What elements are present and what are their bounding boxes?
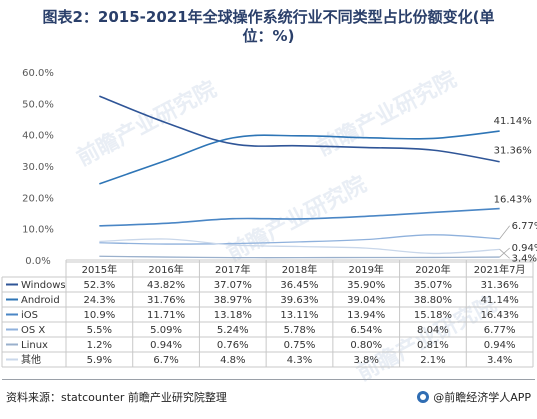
- table-cell: 5.5%: [87, 325, 112, 336]
- end-data-label: 6.77%: [512, 221, 537, 232]
- table-cell: 0.81%: [417, 340, 449, 351]
- y-tick-label: 10.0%: [22, 225, 54, 236]
- chart-title-line2: 位：%): [242, 27, 295, 45]
- table-cell: 37.07%: [214, 280, 252, 291]
- legend-series-name: OS X: [21, 325, 45, 336]
- table-cell: 3.8%: [354, 355, 379, 366]
- end-label-leader: [499, 249, 510, 259]
- x-tick-label: 2016年: [148, 263, 183, 276]
- series-line-2: [99, 130, 500, 185]
- x-tick-label: 2018年: [282, 263, 317, 276]
- table-cell: 5.9%: [87, 355, 112, 366]
- legend-series-name: Linux: [21, 340, 48, 351]
- legend-series-name: Android: [21, 295, 60, 306]
- source-note: 资料来源：statcounter 前瞻产业研究院整理: [6, 391, 227, 404]
- table-cell: 5.09%: [150, 325, 182, 336]
- y-tick-label: 40.0%: [22, 131, 54, 142]
- table-cell: 1.2%: [87, 340, 112, 351]
- legend-series-name: 其他: [21, 353, 41, 366]
- table-cell: 43.82%: [147, 280, 185, 291]
- table-cell: 11.71%: [147, 310, 185, 321]
- table-cell: 36.45%: [280, 280, 318, 291]
- series-line-1: [99, 95, 500, 163]
- table-cell: 35.90%: [347, 280, 385, 291]
- table-cell: 3.4%: [487, 355, 512, 366]
- y-tick-label: 50.0%: [22, 99, 54, 110]
- table-cell: 15.18%: [414, 310, 452, 321]
- legend-series-name: iOS: [21, 310, 38, 321]
- x-tick-label: 2020年: [415, 263, 450, 276]
- chart-title-line1: 图表2：2015-2021年全球操作系统行业不同类型占比份额变化(单: [42, 8, 495, 26]
- table-cell: 39.04%: [347, 295, 385, 306]
- table-cell: 52.3%: [83, 280, 115, 291]
- table-cell: 13.18%: [214, 310, 252, 321]
- table-cell: 0.76%: [217, 340, 249, 351]
- table-cell: 0.75%: [284, 340, 316, 351]
- table-cell: 39.63%: [280, 295, 318, 306]
- x-tick-label: 2015年: [82, 263, 117, 276]
- y-tick-label: 60.0%: [22, 68, 54, 79]
- end-label-leader: [499, 225, 510, 240]
- table-cell: 10.9%: [83, 310, 115, 321]
- table-cell: 0.94%: [150, 340, 182, 351]
- table-cell: 4.8%: [220, 355, 245, 366]
- brand-text: @前瞻经济学人APP: [433, 391, 531, 404]
- table-cell: 41.14%: [481, 295, 519, 306]
- footer-divider: [2, 379, 535, 380]
- table-cell: 13.11%: [280, 310, 318, 321]
- series-line-4: [99, 234, 500, 245]
- table-cell: 13.94%: [347, 310, 385, 321]
- table-cell: 5.78%: [284, 325, 316, 336]
- chart-title: 图表2：2015-2021年全球操作系统行业不同类型占比份额变化(单 位：%): [0, 8, 537, 46]
- table-cell: 35.07%: [414, 280, 452, 291]
- table-cell: 2.1%: [420, 355, 445, 366]
- y-tick-label: 30.0%: [22, 162, 54, 173]
- table-cell: 16.43%: [481, 310, 519, 321]
- table-cell: 0.94%: [484, 340, 516, 351]
- table-cell: 5.24%: [217, 325, 249, 336]
- table-cell: 4.3%: [287, 355, 312, 366]
- end-data-label: 16.43%: [494, 195, 532, 206]
- watermark-text: 前瞻产业研究院: [73, 76, 221, 171]
- table-cell: 8.04%: [417, 325, 449, 336]
- end-data-label: 31.36%: [494, 146, 532, 157]
- table-cell: 38.80%: [414, 295, 452, 306]
- table-cell: 38.97%: [214, 295, 252, 306]
- brand-logo-icon: [417, 391, 430, 403]
- y-tick-label: 0.0%: [25, 256, 50, 267]
- end-data-label: 0.94%: [512, 243, 537, 254]
- end-label-leader: [499, 247, 510, 258]
- x-tick-label: 2019年: [348, 263, 383, 276]
- table-cell: 0.80%: [350, 340, 382, 351]
- end-data-label: 41.14%: [494, 116, 532, 127]
- legend-series-name: Windows: [21, 280, 66, 291]
- end-data-label: 3.4%: [512, 253, 537, 264]
- x-tick-label: 2017年: [215, 263, 250, 276]
- series-line-6: [99, 238, 500, 255]
- x-tick-label: 2021年7月: [474, 263, 526, 276]
- table-cell: 31.76%: [147, 295, 185, 306]
- y-tick-label: 20.0%: [22, 193, 54, 204]
- table-cell: 31.36%: [481, 280, 519, 291]
- brand-credit: @前瞻经济学人APP: [417, 389, 531, 405]
- table-cell: 24.3%: [83, 295, 115, 306]
- table-cell: 6.77%: [484, 325, 516, 336]
- series-line-3: [99, 207, 500, 227]
- series-line-5: [99, 255, 500, 259]
- table-cell: 6.7%: [153, 355, 178, 366]
- table-cell: 6.54%: [350, 325, 382, 336]
